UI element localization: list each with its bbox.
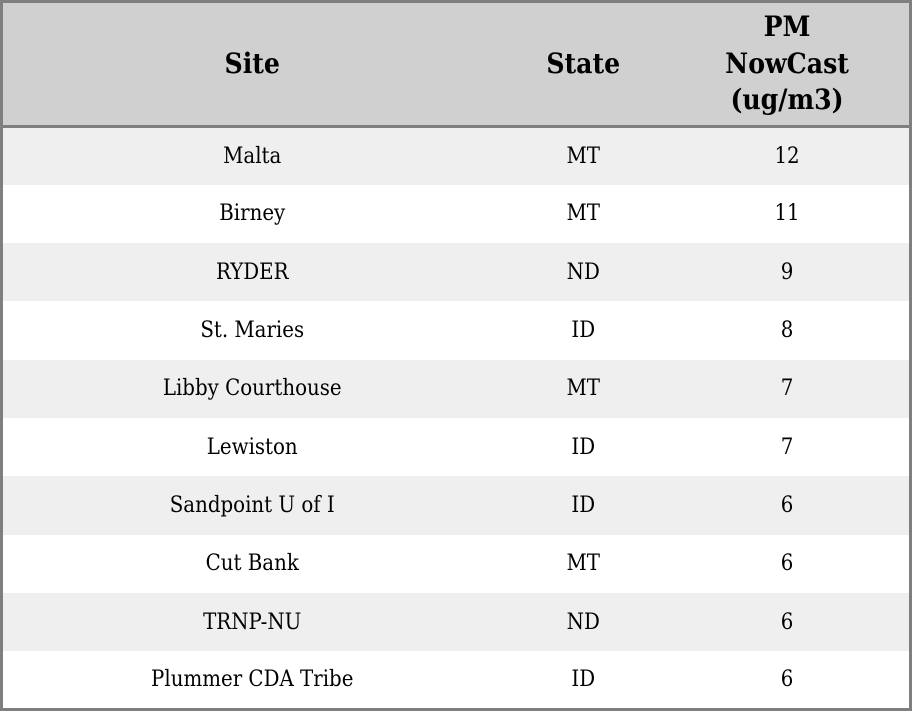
table-row: RYDER ND 9 bbox=[1, 243, 911, 302]
pm-cell: 6 bbox=[780, 667, 794, 693]
pm-cell: 11 bbox=[774, 201, 800, 227]
column-header-pm-nowcast: PM NowCast (ug/m3) bbox=[665, 1, 911, 128]
pm-cell: 7 bbox=[780, 376, 794, 402]
site-cell: Libby Courthouse bbox=[162, 376, 342, 402]
state-cell: ID bbox=[571, 492, 596, 518]
table-row: Sandpoint U of I ID 6 bbox=[1, 476, 911, 535]
table-row: Libby Courthouse MT 7 bbox=[1, 359, 911, 418]
table-row: Birney MT 11 bbox=[1, 184, 911, 244]
table-row: St. Maries ID 8 bbox=[1, 301, 911, 360]
state-cell: ID bbox=[571, 434, 596, 460]
site-cell: Plummer CDA Tribe bbox=[151, 667, 354, 693]
state-cell: ID bbox=[571, 667, 596, 693]
header-row: Site State PM NowCast (ug/m3) bbox=[1, 1, 911, 128]
site-cell: TRNP-NU bbox=[203, 609, 302, 635]
state-cell: MT bbox=[566, 551, 600, 577]
state-cell: ND bbox=[566, 609, 600, 635]
site-cell: Malta bbox=[223, 143, 282, 169]
state-cell: MT bbox=[566, 201, 600, 227]
pm-cell: 8 bbox=[780, 318, 794, 344]
table-row: Malta MT 12 bbox=[1, 126, 911, 185]
table-row: TRNP-NU ND 6 bbox=[1, 592, 911, 652]
pm-cell: 6 bbox=[780, 492, 794, 518]
table-row: Cut Bank MT 6 bbox=[1, 534, 911, 593]
column-header-state: State bbox=[501, 1, 666, 128]
table-row: Lewiston ID 7 bbox=[1, 417, 911, 477]
pm-cell: 7 bbox=[780, 434, 794, 460]
pm-cell: 12 bbox=[774, 143, 800, 169]
site-cell: Birney bbox=[219, 201, 286, 227]
site-cell: Lewiston bbox=[206, 434, 298, 460]
site-cell: St. Maries bbox=[200, 318, 305, 344]
state-cell: MT bbox=[566, 143, 600, 169]
pm-cell: 6 bbox=[780, 609, 794, 635]
state-cell: MT bbox=[566, 376, 600, 402]
site-cell: Sandpoint U of I bbox=[169, 492, 335, 518]
column-header-site: Site bbox=[1, 1, 502, 128]
site-cell: Cut Bank bbox=[205, 551, 299, 577]
state-cell: ID bbox=[571, 318, 596, 344]
table-row: Plummer CDA Tribe ID 6 bbox=[1, 651, 911, 710]
table-header: Site State PM NowCast (ug/m3) bbox=[1, 1, 911, 128]
pm-cell: 6 bbox=[780, 551, 794, 577]
pm-cell: 9 bbox=[780, 259, 794, 285]
table-body: Malta MT 12 Birney MT 11 RYDER ND 9 St. … bbox=[1, 126, 911, 710]
site-cell: RYDER bbox=[215, 259, 289, 285]
state-cell: ND bbox=[566, 259, 600, 285]
